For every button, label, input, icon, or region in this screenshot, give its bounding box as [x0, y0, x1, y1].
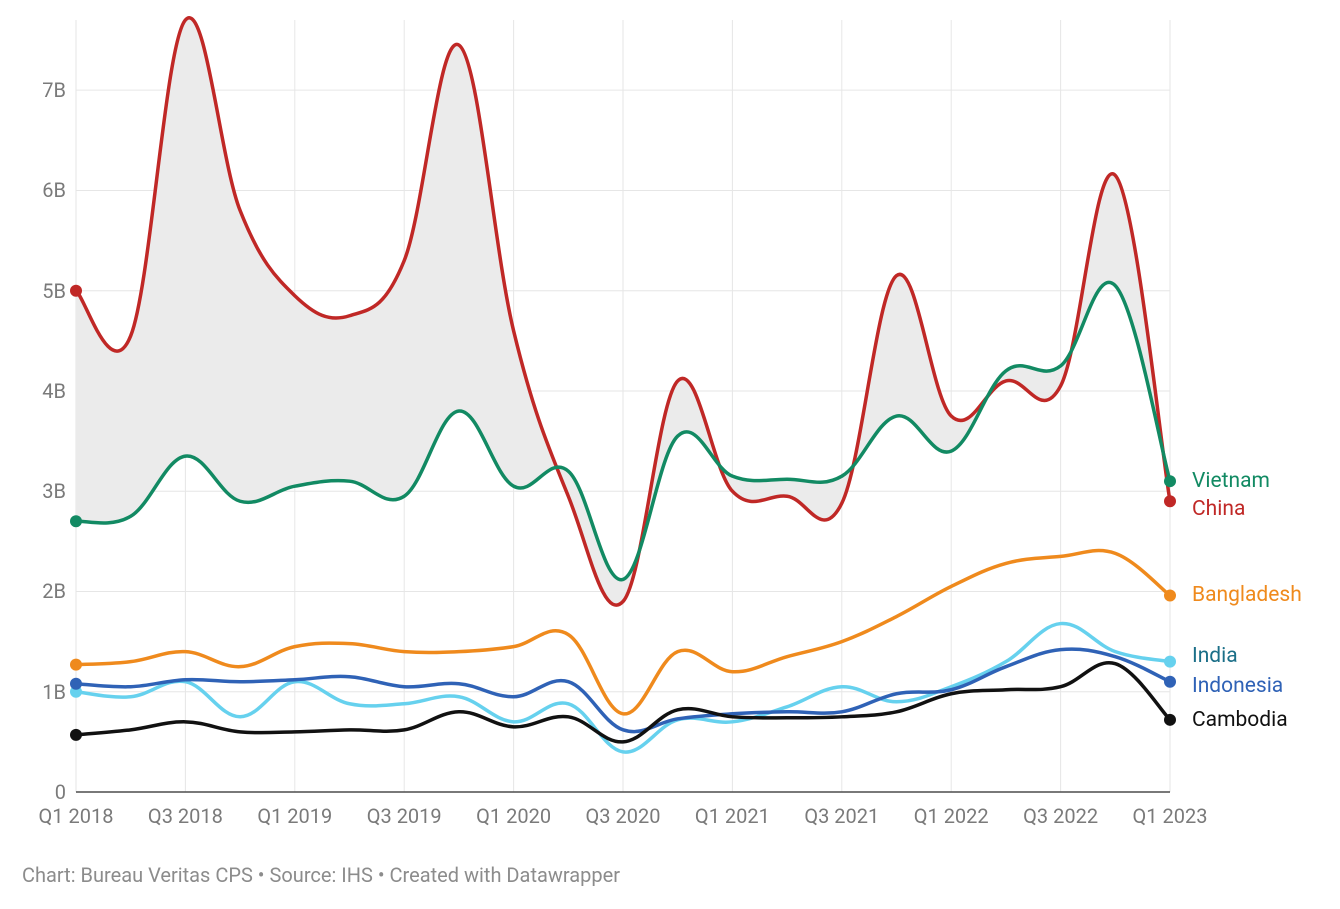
x-tick-label: Q1 2019: [257, 804, 332, 828]
x-tick-label: Q3 2021: [804, 804, 879, 828]
chart-credits: Chart: Bureau Veritas CPS • Source: IHS …: [22, 863, 620, 887]
x-tick-label: Q3 2022: [1023, 804, 1098, 828]
x-tick-label: Q1 2023: [1133, 804, 1208, 828]
series-end-dot-indonesia: [1164, 676, 1176, 688]
series-start-dot-bangladesh: [70, 659, 82, 671]
x-tick-label: Q1 2022: [914, 804, 989, 828]
x-tick-label: Q1 2021: [695, 804, 770, 828]
y-tick-label: 3B: [26, 479, 66, 503]
series-end-dot-bangladesh: [1164, 589, 1176, 601]
x-tick-label: Q3 2020: [586, 804, 661, 828]
series-label-india: India: [1192, 644, 1238, 668]
x-tick-label: Q3 2019: [367, 804, 442, 828]
series-label-cambodia: Cambodia: [1192, 708, 1288, 732]
series-label-china: China: [1192, 497, 1245, 521]
y-tick-label: 0: [26, 780, 66, 804]
y-tick-label: 1B: [26, 680, 66, 704]
series-end-dot-vietnam: [1164, 475, 1176, 487]
y-tick-label: 6B: [26, 178, 66, 202]
y-tick-label: 2B: [26, 579, 66, 603]
x-tick-label: Q3 2018: [148, 804, 223, 828]
y-tick-label: 7B: [26, 78, 66, 102]
chart-plot: [0, 0, 1340, 909]
y-tick-label: 4B: [26, 379, 66, 403]
y-tick-label: 5B: [26, 279, 66, 303]
series-end-dot-china: [1164, 495, 1176, 507]
series-start-dot-vietnam: [70, 515, 82, 527]
series-label-vietnam: Vietnam: [1192, 469, 1270, 493]
chart-container: 0 1B 2B 3B 4B 5B 6B 7B Q1 2018 Q3 2018 Q1 2019 Q3 …: [0, 0, 1340, 909]
series-label-bangladesh: Bangladesh: [1192, 583, 1302, 607]
x-tick-label: Q1 2018: [39, 804, 114, 828]
series-end-dot-cambodia: [1164, 714, 1176, 726]
series-label-indonesia: Indonesia: [1192, 674, 1283, 698]
series-end-dot-india: [1164, 656, 1176, 668]
series-start-dot-indonesia: [70, 678, 82, 690]
x-tick-label: Q1 2020: [476, 804, 551, 828]
series-start-dot-cambodia: [70, 729, 82, 741]
series-start-dot-china: [70, 285, 82, 297]
